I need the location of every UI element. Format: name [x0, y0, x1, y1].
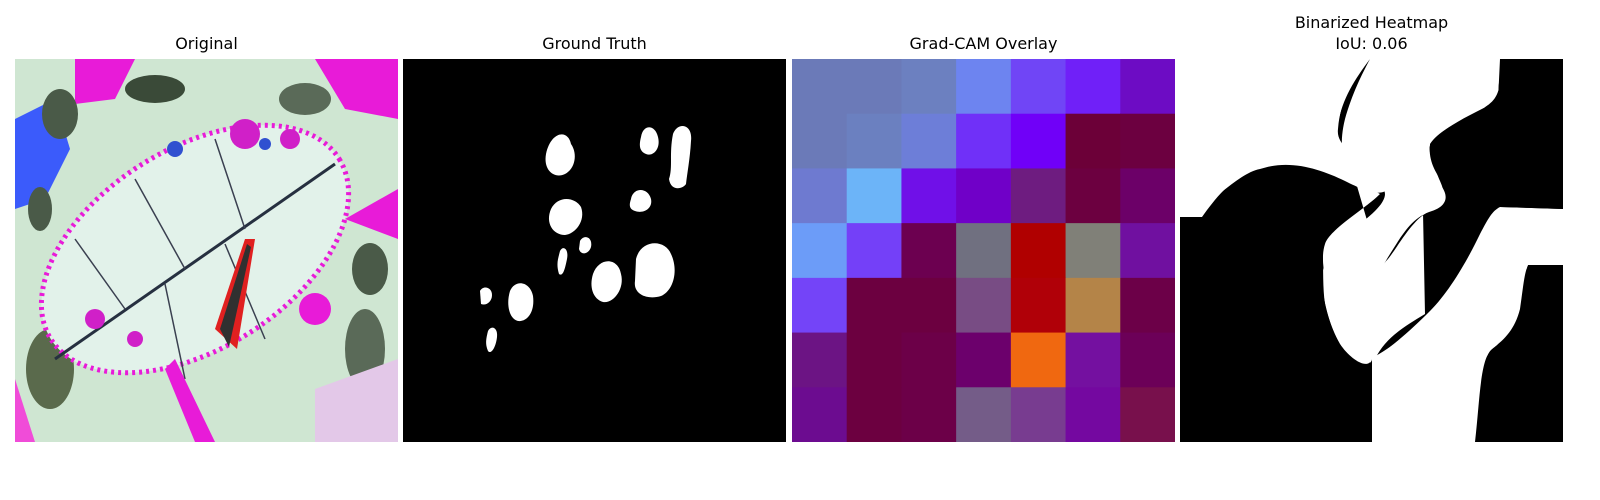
gradcam-cell-r5-c1 [847, 333, 902, 388]
gradcam-cell-r0-c1 [847, 59, 902, 114]
gradcam-cell-r3-c0 [792, 223, 847, 278]
ground-truth-mask [403, 59, 786, 442]
gradcam-cell-r3-c1 [847, 223, 902, 278]
gradcam-cell-r3-c4 [1011, 223, 1066, 278]
gradcam-cell-r1-c2 [901, 114, 956, 169]
gradcam-cell-r1-c3 [956, 114, 1011, 169]
gradcam-cell-r2-c4 [1011, 168, 1066, 223]
panel-ground-truth: Ground Truth [403, 0, 786, 442]
gradcam-cell-r4-c0 [792, 278, 847, 333]
gradcam-cell-r6-c0 [792, 387, 847, 442]
gradcam-cell-r3-c5 [1066, 223, 1121, 278]
gradcam-cell-r4-c2 [901, 278, 956, 333]
gradcam-cell-r1-c5 [1066, 114, 1121, 169]
gradcam-cell-r4-c1 [847, 278, 902, 333]
panel-title-ground-truth: Ground Truth [403, 34, 786, 54]
panel-original: Original [15, 0, 398, 442]
gradcam-cell-r5-c0 [792, 333, 847, 388]
gradcam-cell-r1-c6 [1120, 114, 1175, 169]
gradcam-cell-r6-c4 [1011, 387, 1066, 442]
gradcam-cell-r6-c6 [1120, 387, 1175, 442]
gradcam-cell-r0-c6 [1120, 59, 1175, 114]
panel-title-gradcam: Grad-CAM Overlay [792, 34, 1175, 54]
gradcam-cell-r6-c1 [847, 387, 902, 442]
panel-gradcam: Grad-CAM Overlay [792, 0, 1175, 442]
gradcam-cell-r5-c5 [1066, 333, 1121, 388]
gradcam-heatmap [792, 59, 1175, 442]
gradcam-cell-r0-c5 [1066, 59, 1121, 114]
gradcam-cell-r2-c3 [956, 168, 1011, 223]
gradcam-cell-r3-c3 [956, 223, 1011, 278]
gradcam-cell-r4-c3 [956, 278, 1011, 333]
original-image [15, 59, 398, 442]
gradcam-cell-r0-c3 [956, 59, 1011, 114]
gradcam-cell-r4-c4 [1011, 278, 1066, 333]
gradcam-cell-r1-c4 [1011, 114, 1066, 169]
gradcam-cell-r1-c0 [792, 114, 847, 169]
gradcam-cell-r6-c2 [901, 387, 956, 442]
panel-subtitle-iou: IoU: 0.06 [1180, 34, 1563, 54]
panel-title-binarized: Binarized Heatmap [1180, 13, 1563, 33]
gradcam-cell-r4-c5 [1066, 278, 1121, 333]
gradcam-cell-r2-c6 [1120, 168, 1175, 223]
gradcam-cell-r0-c4 [1011, 59, 1066, 114]
gradcam-cell-r5-c4 [1011, 333, 1066, 388]
gradcam-cell-r4-c6 [1120, 278, 1175, 333]
gradcam-cell-r5-c6 [1120, 333, 1175, 388]
gradcam-cell-r3-c6 [1120, 223, 1175, 278]
gradcam-cell-r0-c0 [792, 59, 847, 114]
gradcam-cell-r6-c3 [956, 387, 1011, 442]
gradcam-cell-r5-c3 [956, 333, 1011, 388]
gradcam-cell-r2-c1 [847, 168, 902, 223]
gradcam-cell-r5-c2 [901, 333, 956, 388]
gradcam-cell-r1-c1 [847, 114, 902, 169]
gradcam-cell-r6-c5 [1066, 387, 1121, 442]
gradcam-cell-r3-c2 [901, 223, 956, 278]
gradcam-cell-r2-c2 [901, 168, 956, 223]
binarized-heatmap [1180, 59, 1563, 442]
gradcam-cell-r2-c0 [792, 168, 847, 223]
gradcam-cell-r2-c5 [1066, 168, 1121, 223]
panel-binarized: Binarized Heatmap IoU: 0.06 [1180, 0, 1563, 442]
gradcam-cell-r0-c2 [901, 59, 956, 114]
panel-title-original: Original [15, 34, 398, 54]
